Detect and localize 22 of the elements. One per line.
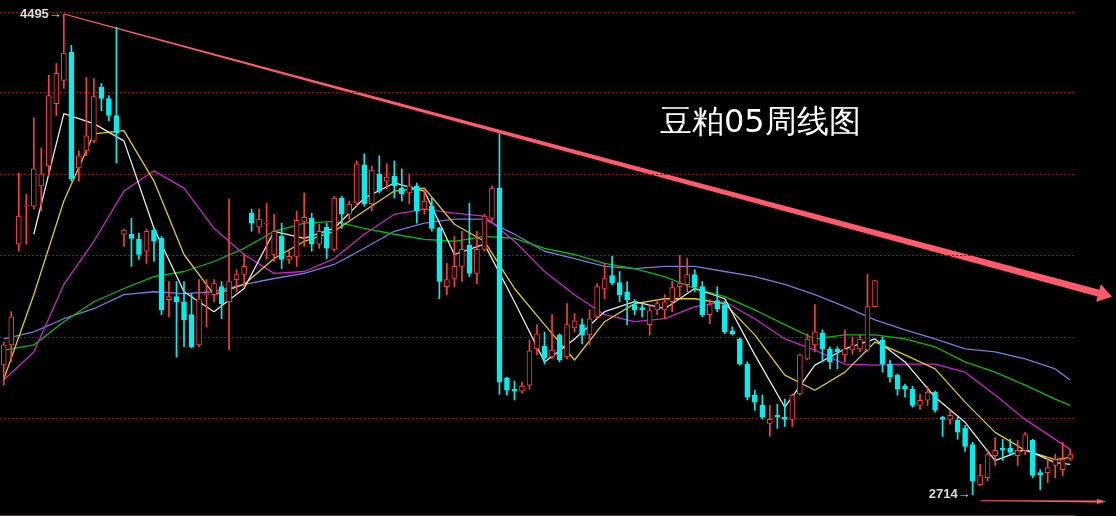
candlestick	[639, 303, 645, 318]
candlestick	[444, 263, 450, 296]
candlestick	[1044, 457, 1051, 483]
candlestick	[842, 329, 848, 363]
annotation: 2714→	[928, 486, 971, 502]
candlestick	[624, 281, 630, 325]
candlestick	[38, 147, 45, 212]
candlestick	[549, 314, 555, 360]
candlestick	[406, 173, 413, 205]
candlestick	[992, 437, 998, 466]
candlestick	[301, 192, 308, 247]
candlestick	[398, 168, 405, 202]
annotation: 4495→	[19, 5, 62, 21]
candlestick	[1014, 440, 1021, 466]
candlestick	[676, 254, 683, 297]
candlestick	[767, 405, 773, 437]
candlestick	[782, 398, 788, 427]
candlestick	[166, 281, 172, 318]
candlestick	[226, 198, 232, 351]
candlestick	[1037, 469, 1044, 491]
candlestick	[23, 193, 30, 245]
text: 豆粕05周线图	[660, 101, 861, 142]
